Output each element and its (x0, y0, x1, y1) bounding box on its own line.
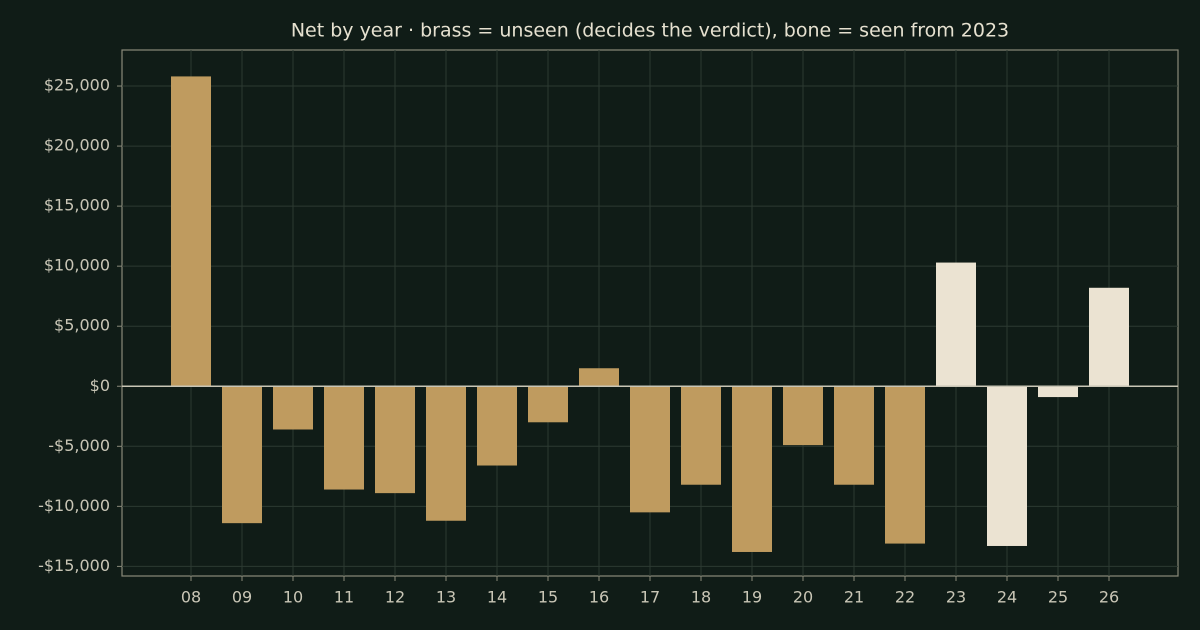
x-tick-label: 10 (283, 588, 303, 607)
y-tick-label: $0 (90, 376, 110, 395)
x-tick-label: 12 (385, 588, 405, 607)
x-tick-label: 22 (895, 588, 915, 607)
y-tick-label: $15,000 (44, 196, 110, 215)
y-tick-label: -$15,000 (38, 556, 110, 575)
x-tick-label: 24 (997, 588, 1017, 607)
y-tick-label: $5,000 (54, 316, 110, 335)
y-tick-label: -$5,000 (48, 436, 110, 455)
y-tick-label: $10,000 (44, 256, 110, 275)
x-tick-label: 18 (691, 588, 711, 607)
bar (681, 386, 721, 485)
bar (1038, 386, 1078, 398)
bar (477, 386, 517, 466)
x-tick-label: 20 (793, 588, 813, 607)
x-tick-label: 11 (334, 588, 354, 607)
bar (528, 386, 568, 423)
x-tick-label: 26 (1099, 588, 1119, 607)
x-tick-label: 15 (538, 588, 558, 607)
x-tick-label: 08 (181, 588, 201, 607)
x-tick-label: 25 (1048, 588, 1068, 607)
bar (273, 386, 313, 430)
y-tick-label: -$10,000 (38, 496, 110, 515)
bar (885, 386, 925, 544)
y-tick-label: $25,000 (44, 76, 110, 95)
bar (987, 386, 1027, 546)
x-tick-label: 09 (232, 588, 252, 607)
bar (1089, 287, 1129, 387)
x-tick-label: 13 (436, 588, 456, 607)
x-tick-label: 16 (589, 588, 609, 607)
bar (222, 386, 262, 524)
bar (732, 386, 772, 552)
bar (783, 386, 823, 446)
bar (936, 262, 976, 387)
bar (579, 368, 619, 387)
y-tick-label: $20,000 (44, 136, 110, 155)
x-tick-label: 14 (487, 588, 507, 607)
bar (171, 76, 211, 387)
bar (630, 386, 670, 513)
x-tick-label: 19 (742, 588, 762, 607)
x-tick-label: 23 (946, 588, 966, 607)
bar (426, 386, 466, 521)
x-tick-label: 21 (844, 588, 864, 607)
chart-title: Net by year · brass = unseen (decides th… (291, 20, 1009, 42)
bar (324, 386, 364, 490)
bar (834, 386, 874, 485)
bar (375, 386, 415, 494)
x-tick-label: 17 (640, 588, 660, 607)
